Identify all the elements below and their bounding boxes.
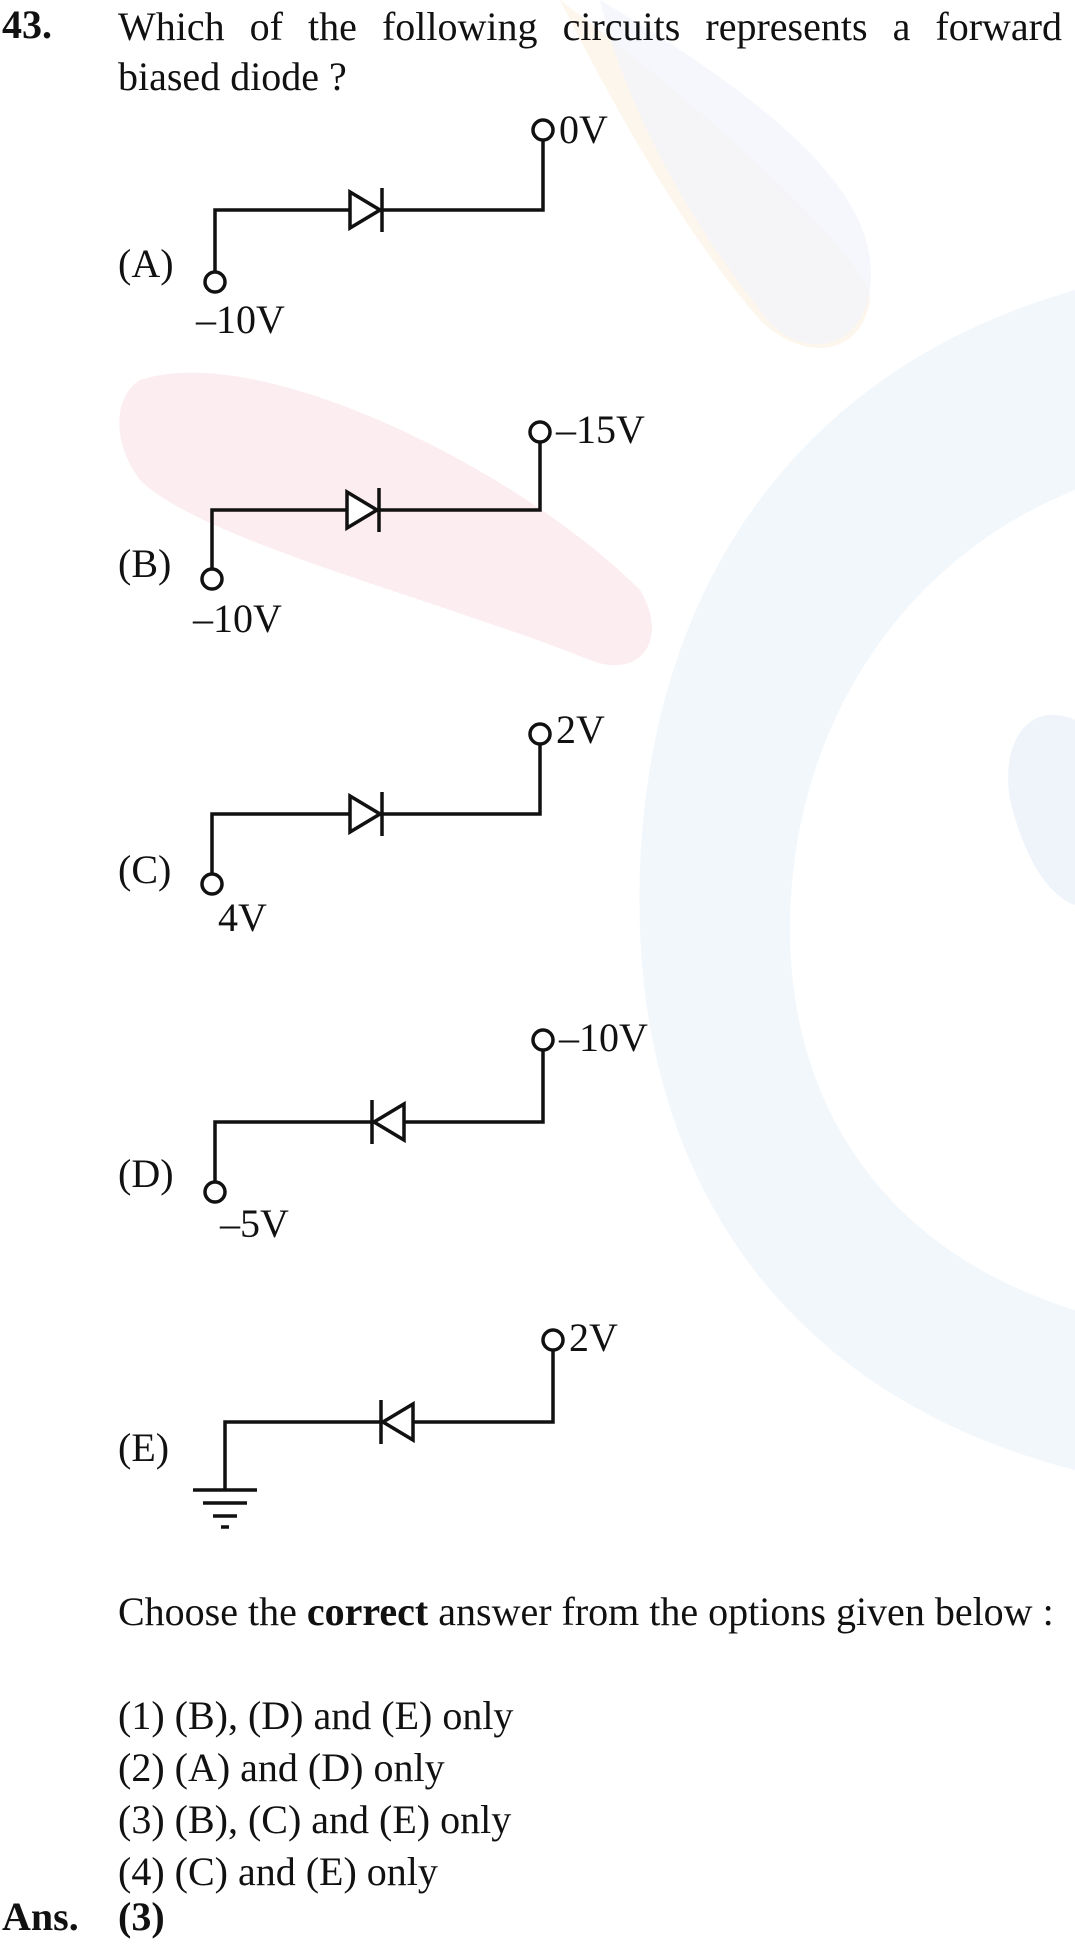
circuit-a-right-terminal: [531, 118, 555, 142]
circuit-d-wire: [213, 1050, 545, 1182]
instruction-emphasis: correct: [306, 1589, 429, 1634]
circuit-b-wire: [210, 442, 542, 569]
circuit-a-diode-triangle: [348, 188, 384, 232]
question-number: 43.: [2, 2, 52, 47]
option-b-label: (B): [118, 541, 172, 586]
circuit-b-left-terminal: [200, 567, 224, 591]
option-d-label: (D): [118, 1151, 174, 1196]
instruction-prefix: Choose the: [118, 1589, 307, 1634]
question-text: Which of the following circuits represen…: [118, 4, 1062, 99]
circuit-b: [200, 420, 552, 591]
answer-choice-1: (1) (B), (D) and (E) only: [118, 1693, 514, 1738]
circuit-a-left-voltage: –10V: [196, 297, 285, 342]
answer-choice-3: (3) (B), (C) and (E) only: [118, 1797, 512, 1842]
circuit-b-diode-triangle: [345, 488, 381, 532]
circuit-d-right-terminal: [531, 1028, 555, 1052]
circuit-b-right-terminal: [528, 420, 552, 444]
option-e-label: (E): [118, 1425, 170, 1470]
instruction-suffix: answer from the options given below :: [428, 1589, 1054, 1634]
circuit-a-left-terminal: [203, 270, 227, 294]
circuit-a: [203, 118, 555, 294]
option-c-label: (C): [118, 847, 172, 892]
circuit-d-left-voltage: –5V: [220, 1201, 289, 1246]
circuit-d-diode-triangle: [370, 1100, 406, 1144]
circuit-c-diode-triangle: [348, 792, 384, 836]
circuit-a-wire: [213, 140, 545, 272]
circuit-b-left-voltage: –10V: [193, 596, 282, 641]
circuit-c: [200, 722, 552, 896]
circuit-a-right-voltage: 0V: [559, 107, 608, 152]
answer-choice-2: (2) (A) and (D) only: [118, 1745, 445, 1790]
circuit-c-wire: [210, 744, 542, 874]
answer-choice-4: (4) (C) and (E) only: [118, 1849, 438, 1894]
circuit-e-right-terminal: [541, 1328, 565, 1352]
answer-label: Ans.: [2, 1894, 79, 1939]
circuit-b-right-voltage: –15V: [556, 407, 645, 452]
answer-value: (3): [118, 1894, 165, 1939]
circuit-c-right-voltage: 2V: [556, 707, 605, 752]
circuit-d-left-terminal: [203, 1180, 227, 1204]
circuit-e: [193, 1328, 565, 1529]
circuit-c-left-terminal: [200, 872, 224, 896]
option-a-label: (A): [118, 241, 174, 286]
circuit-c-right-terminal: [528, 722, 552, 746]
instruction-text: Choose the correct answer from the optio…: [118, 1586, 1062, 1638]
circuit-e-diode-triangle: [379, 1400, 415, 1444]
answer-choices: (1) (B), (D) and (E) only (2) (A) and (D…: [118, 1690, 513, 1898]
circuit-c-left-voltage: 4V: [218, 895, 267, 940]
circuit-d-right-voltage: –10V: [559, 1015, 648, 1060]
circuit-d: [203, 1028, 555, 1204]
circuit-e-right-voltage: 2V: [569, 1315, 618, 1360]
